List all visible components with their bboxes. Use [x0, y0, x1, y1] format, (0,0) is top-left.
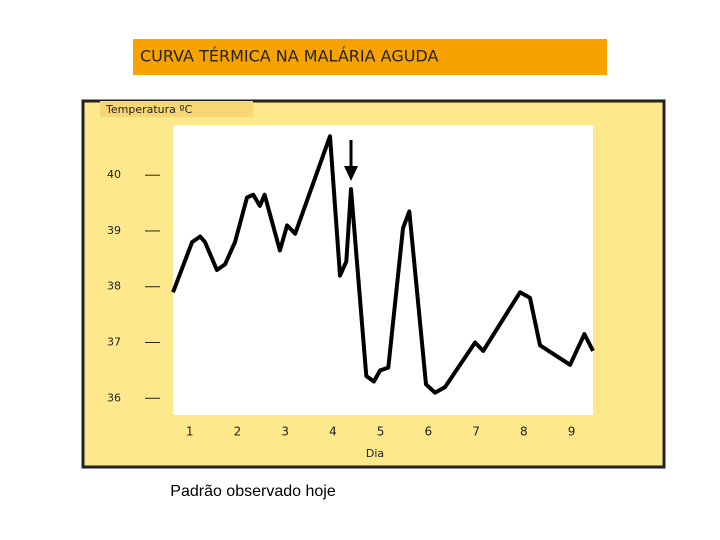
- x-tick-label: 2: [234, 425, 242, 439]
- x-tick-label: 1: [186, 425, 194, 439]
- ylabel-box: [100, 101, 253, 117]
- y-tick-label: 39: [107, 224, 121, 237]
- chart-title: CURVA TÉRMICA NA MALÁRIA AGUDA: [140, 47, 438, 66]
- temperature-line: [171, 134, 595, 395]
- x-tick-label: 9: [568, 425, 576, 439]
- y-tick-label: 37: [107, 336, 121, 349]
- x-tick-label: 4: [329, 425, 337, 439]
- x-tick-label: 3: [281, 425, 289, 439]
- x-tick-label: 6: [425, 425, 433, 439]
- plot-area: [173, 125, 593, 415]
- caption: Padrão observado hoje: [170, 483, 336, 500]
- y-axis-label: Temperatura ºC: [105, 103, 193, 116]
- x-tick-label: 8: [520, 425, 528, 439]
- x-tick-label: 5: [377, 425, 385, 439]
- y-tick-label: 40: [107, 168, 121, 181]
- title-box: [133, 39, 607, 75]
- y-tick-label: 38: [107, 280, 121, 293]
- arrow-head: [344, 166, 358, 181]
- x-tick-label: 7: [472, 425, 480, 439]
- x-axis-label: Dia: [366, 447, 384, 460]
- y-tick-label: 36: [107, 391, 121, 404]
